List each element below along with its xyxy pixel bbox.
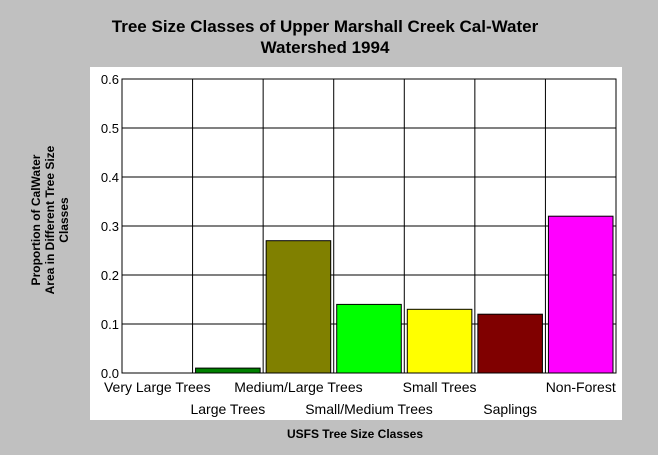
- y-tick-label: 0.3: [101, 219, 119, 234]
- chart-title-line-2: Watershed 1994: [261, 38, 390, 57]
- bar-saplings: [477, 313, 543, 374]
- x-tick-label: Medium/Large Trees: [234, 379, 362, 395]
- y-axis-title-line-2: Area in Different Tree Size: [43, 145, 57, 294]
- y-tick-label: 0.1: [101, 317, 119, 332]
- x-tick-label: Non-Forest: [546, 379, 616, 395]
- y-tick-label: 0.2: [101, 268, 119, 283]
- category-labels: Very Large Trees Large Trees Medium/Large …: [104, 379, 616, 417]
- y-tick-label: 0.0: [101, 366, 119, 381]
- bars: [195, 215, 614, 374]
- bar-medium-large-trees: [265, 240, 332, 374]
- bar-small-trees: [406, 308, 473, 374]
- bar-large-trees: [195, 367, 261, 374]
- chart-title-line-1: Tree Size Classes of Upper Marshall Cree…: [112, 17, 539, 36]
- x-axis-title: USFS Tree Size Classes: [287, 427, 423, 441]
- y-axis-title-line-1: Proportion of CalWater: [29, 154, 43, 285]
- y-tick-label: 0.5: [101, 121, 119, 136]
- y-axis-title: Proportion of CalWater Area in Different…: [29, 145, 71, 294]
- x-tick-label: Very Large Trees: [104, 379, 211, 395]
- x-tick-label: Small Trees: [403, 379, 477, 395]
- y-tick-label: 0.6: [101, 72, 119, 87]
- bar-non-forest: [547, 215, 614, 374]
- plot-frame: [121, 78, 617, 374]
- y-axis-title-line-3: Classes: [57, 197, 71, 243]
- y-tick-labels: 0.0 0.1 0.2 0.3 0.4 0.5 0.6: [101, 72, 119, 381]
- bar-small-medium-trees: [336, 303, 402, 374]
- x-tick-label: Saplings: [483, 401, 537, 417]
- x-tick-label: Large Trees: [190, 401, 265, 417]
- x-tick-label: Small/Medium Trees: [305, 401, 433, 417]
- y-tick-label: 0.4: [101, 170, 119, 185]
- gridlines: [122, 79, 616, 373]
